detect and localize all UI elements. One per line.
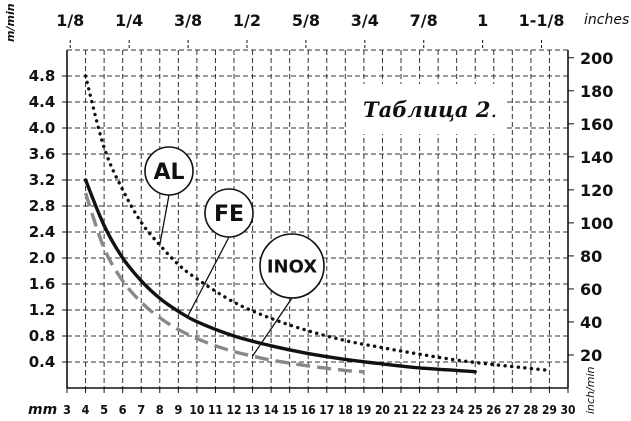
y-left-unit: m/min	[4, 3, 17, 42]
x-bottom-tick-label: 27	[505, 403, 520, 417]
chart-title-text: Таблица 2	[363, 97, 490, 122]
x-top-tick-label: 1/2	[233, 11, 261, 30]
x-bottom-tick-label: 24	[449, 403, 464, 417]
x-bottom-unit: mm	[28, 402, 57, 418]
x-bottom-tick-label: 5	[100, 403, 108, 417]
x-bottom-tick-label: 15	[282, 403, 297, 417]
callout-circle-fe	[204, 188, 254, 238]
y-right-tick-label: 200	[580, 49, 613, 68]
x-top-tick-label: 1/8	[56, 11, 84, 30]
x-bottom-tick-label: 26	[486, 403, 501, 417]
y-left-tick-label: 2.8	[29, 197, 56, 215]
y-right-tick-label: 20	[580, 346, 602, 365]
y-right-tick-label: 120	[580, 181, 613, 200]
callout-leader-fe	[187, 236, 230, 317]
callout-label-fe: FE	[214, 202, 244, 227]
y-left-tick-label: 3.2	[29, 171, 56, 189]
x-bottom-tick-label: 14	[264, 403, 279, 417]
y-left-tick-label: 1.6	[29, 275, 56, 293]
x-bottom-tick-label: 16	[301, 403, 316, 417]
x-bottom-tick-label: 20	[375, 403, 390, 417]
y-right-tick-label: 60	[580, 280, 602, 299]
callout-leader-al	[159, 194, 170, 246]
series-lines	[83, 74, 552, 374]
y-right-tick-label: 140	[580, 148, 613, 167]
title-box	[347, 84, 507, 134]
x-top-unit: inches	[584, 12, 629, 28]
callout-label-inox: INOX	[267, 256, 317, 277]
x-top-tick-label: 3/4	[351, 11, 379, 30]
x-bottom-tick-label: 29	[542, 403, 557, 417]
y-right-unit: inch/min	[584, 366, 597, 414]
x-bottom-tick-label: 30	[561, 403, 576, 417]
y-left-tick-label: 2.4	[29, 223, 56, 241]
x-top-tick-label: 1/4	[115, 11, 143, 30]
x-bottom-tick-label: 23	[431, 403, 446, 417]
x-bottom-tick-label: 7	[137, 403, 145, 417]
x-bottom-tick-label: 4	[82, 403, 90, 417]
x-bottom-tick-label: 18	[338, 403, 353, 417]
x-bottom-tick-label: 21	[394, 403, 409, 417]
x-bottom-tick-label: 19	[356, 403, 371, 417]
y-right-tick-label: 100	[580, 214, 613, 233]
series-callouts: AL FE INOX	[144, 146, 325, 357]
y-right-tick-label: 80	[580, 247, 602, 266]
callout-circle-al	[144, 146, 194, 196]
x-bottom-tick-label: 6	[119, 403, 127, 417]
tick-labels: 3 4 5 6 7 8 9 10 11 12 13 14 15 16 17 18 19 20 21 22 23 24 25 2…	[29, 11, 614, 417]
x-bottom-tick-label: 17	[319, 403, 334, 417]
x-bottom-tick-label: 3	[63, 403, 71, 417]
x-top-tick-label: 5/8	[292, 11, 320, 30]
x-bottom-tick-label: 9	[174, 403, 182, 417]
x-bottom-tick-label: 8	[156, 403, 164, 417]
callout-label-al: AL	[153, 160, 184, 185]
y-left-tick-label: 4.0	[29, 119, 56, 137]
y-right-tick-label: 180	[580, 82, 613, 101]
x-top-tick-label: 3/8	[174, 11, 202, 30]
y-left-tick-label: 3.6	[29, 145, 56, 163]
x-bottom-tick-label: 22	[412, 403, 427, 417]
x-bottom-tick-label: 10	[189, 403, 204, 417]
callout-leader-inox	[252, 297, 293, 357]
series-line-inox	[83, 192, 365, 374]
series-line-fe	[83, 178, 477, 374]
y-right-tick-label: 40	[580, 313, 602, 332]
chart-title-suffix: .	[490, 98, 497, 122]
series-line-al	[83, 74, 552, 373]
y-left-tick-label: 4.8	[29, 67, 56, 85]
chart-title: Таблица 2.	[363, 97, 497, 122]
y-left-tick-label: 4.4	[29, 93, 56, 111]
plot-frame	[62, 40, 574, 393]
x-bottom-tick-label: 25	[468, 403, 483, 417]
x-top-tick-label: 1	[477, 11, 488, 30]
x-bottom-tick-label: 11	[208, 403, 223, 417]
x-bottom-tick-label: 13	[245, 403, 260, 417]
callout-circle-inox	[259, 233, 325, 299]
y-right-tick-label: 160	[580, 115, 613, 134]
x-top-tick-label: 1-1/8	[519, 11, 565, 30]
y-left-tick-label: 1.2	[29, 301, 56, 319]
x-bottom-tick-label: 12	[227, 403, 242, 417]
y-left-tick-label: 0.8	[29, 327, 56, 345]
x-bottom-tick-label: 28	[523, 403, 538, 417]
y-left-tick-label: 0.4	[29, 353, 56, 371]
y-left-tick-label: 2.0	[29, 249, 56, 267]
x-top-tick-label: 7/8	[410, 11, 438, 30]
